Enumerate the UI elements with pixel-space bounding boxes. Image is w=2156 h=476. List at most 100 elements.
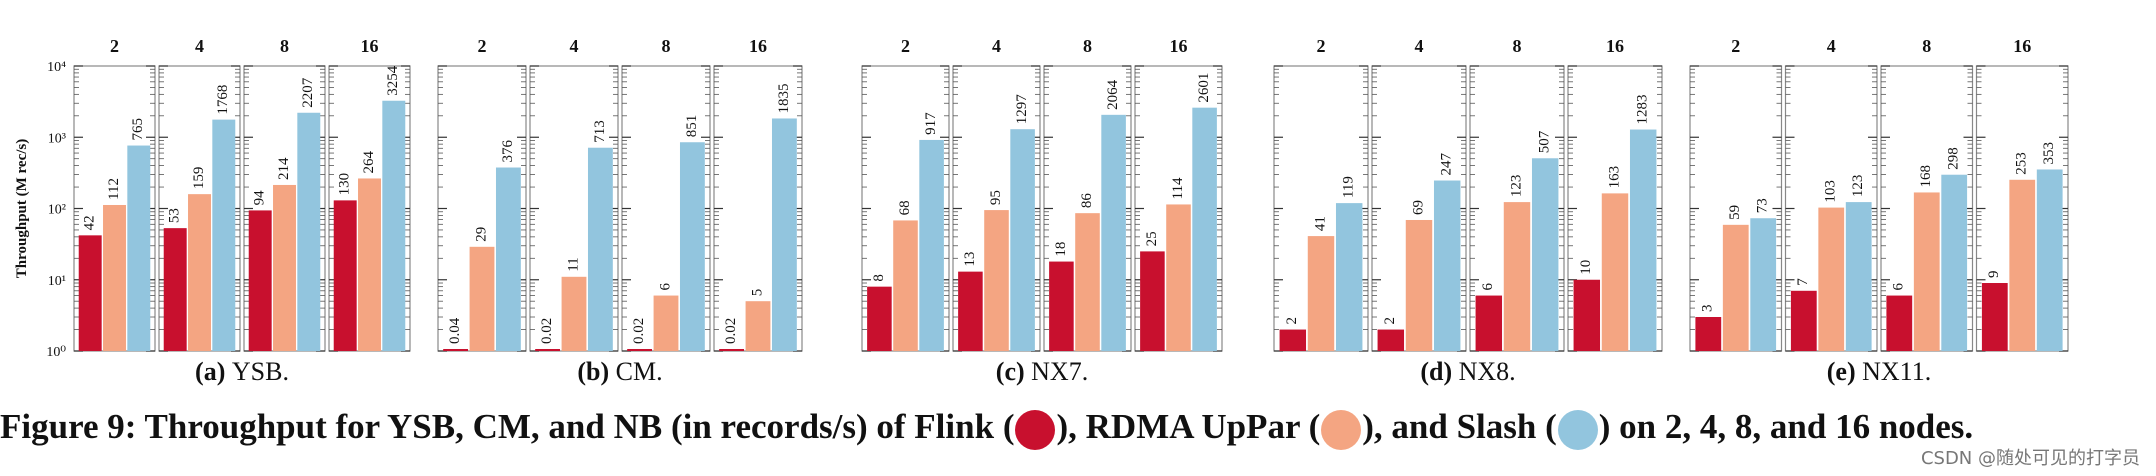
panel-header: 4	[992, 36, 1001, 56]
value-label: 9	[1986, 271, 2002, 279]
bar	[1140, 251, 1165, 351]
value-label: 123	[1850, 175, 1866, 198]
value-label: 163	[1606, 166, 1622, 189]
bar	[2009, 179, 2036, 351]
watermark: CSDN @随处可见的打字员	[1920, 448, 2140, 469]
bar	[1192, 107, 1217, 351]
y-tick-label: 10⁰	[46, 345, 66, 360]
bar	[745, 301, 771, 351]
bar	[103, 204, 126, 351]
bar	[333, 200, 357, 351]
bar	[1845, 202, 1872, 351]
bar	[1279, 329, 1307, 351]
value-label: 103	[1823, 180, 1839, 203]
bar	[382, 100, 406, 351]
bar	[984, 210, 1009, 351]
subplot-label: (d)	[1420, 357, 1452, 386]
bar	[1049, 261, 1074, 351]
value-label: 0.04	[447, 317, 463, 344]
bar	[495, 167, 521, 351]
bar	[1790, 290, 1817, 351]
value-label: 2	[1284, 317, 1300, 325]
value-label: 29	[473, 227, 489, 242]
bar	[127, 145, 151, 351]
value-label: 95	[988, 190, 1004, 205]
value-label: 8	[871, 274, 887, 282]
panel-header: 8	[1513, 36, 1522, 56]
bar	[1573, 279, 1601, 351]
value-label: 25	[1144, 231, 1160, 246]
subplot-caption: (a) YSB.	[195, 357, 289, 386]
subplot-title: CM.	[616, 357, 663, 386]
bar	[719, 349, 745, 351]
value-label: 1768	[215, 85, 231, 115]
panel-header: 2	[1317, 36, 1326, 56]
subplot-label: (c)	[996, 357, 1025, 386]
value-label: 1835	[776, 83, 792, 113]
bar	[1335, 203, 1363, 351]
value-label: 59	[1727, 205, 1743, 220]
value-label: 94	[252, 190, 268, 206]
value-label: 114	[1170, 177, 1186, 199]
bar	[1075, 213, 1100, 351]
bar	[443, 349, 469, 351]
value-label: 7	[1795, 278, 1811, 286]
subplot-caption: (c) NX7.	[996, 357, 1088, 386]
bar	[1307, 236, 1335, 351]
bar	[679, 142, 705, 351]
bar	[893, 220, 918, 351]
value-label: 917	[923, 112, 939, 135]
value-label: 68	[897, 200, 913, 215]
panel-header: 8	[1083, 36, 1092, 56]
bar	[1981, 283, 2008, 351]
value-label: 119	[1341, 176, 1357, 198]
value-label: 69	[1410, 200, 1426, 215]
bar	[1377, 329, 1405, 351]
value-label: 298	[1946, 147, 1962, 170]
value-label: 1297	[1014, 94, 1030, 125]
bar	[1531, 158, 1559, 351]
bar	[1818, 207, 1845, 351]
subplot-title: YSB.	[232, 357, 289, 386]
bar	[1886, 295, 1913, 351]
subplot-label: (b)	[577, 357, 609, 386]
value-label: 13	[962, 252, 978, 267]
panel-header: 2	[901, 36, 910, 56]
caption-text: Figure 9: Throughput for YSB, CM, and NB…	[0, 407, 1015, 446]
bar	[78, 235, 102, 351]
panel-header: 16	[1170, 36, 1188, 56]
bar	[627, 349, 653, 351]
subplot-title: NX11.	[1862, 357, 1931, 386]
legend-marker	[1321, 409, 1362, 450]
value-label: 0.02	[723, 318, 739, 344]
subplot-title: NX8.	[1459, 357, 1516, 386]
bar	[1722, 224, 1749, 351]
bar	[1475, 295, 1503, 351]
bar	[1941, 174, 1968, 351]
bar	[1405, 219, 1433, 351]
value-label: 168	[1918, 165, 1934, 188]
figure-caption: Figure 9: Throughput for YSB, CM, and NB…	[0, 402, 1973, 452]
bar	[358, 178, 381, 351]
value-label: 18	[1053, 242, 1069, 257]
value-label: 253	[2014, 152, 2030, 175]
value-label: 41	[1312, 216, 1328, 231]
value-label: 765	[130, 118, 146, 141]
panel-header: 16	[749, 36, 767, 56]
panel-header: 4	[195, 36, 204, 56]
subplot-caption: (d) NX8.	[1420, 357, 1515, 386]
panel-header: 8	[662, 36, 671, 56]
subplot-label: (a)	[195, 357, 225, 386]
bar	[1750, 218, 1777, 351]
bar	[2036, 169, 2063, 351]
value-label: 42	[82, 215, 98, 230]
legend-marker	[1557, 409, 1598, 450]
value-label: 2	[1382, 317, 1398, 325]
bar	[1010, 129, 1035, 351]
value-label: 2064	[1105, 79, 1121, 110]
panel-header: 8	[1922, 36, 1931, 56]
bar	[561, 276, 587, 351]
value-label: 353	[2041, 142, 2057, 165]
